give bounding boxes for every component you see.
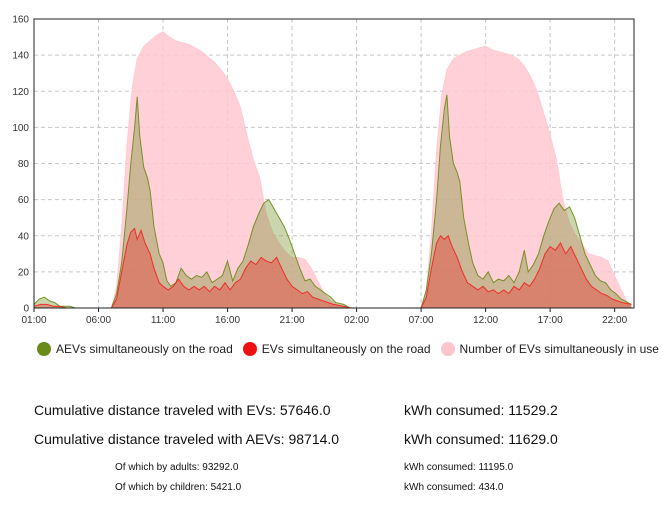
legend-label-aevs: AEVs simultaneously on the road: [56, 342, 233, 356]
x-tick-label-4: 21:00: [280, 315, 305, 326]
series-line-0: [34, 31, 632, 309]
chart-areas: [33, 31, 632, 309]
legend-label-evs-road: EVs simultaneously on the road: [261, 342, 431, 356]
children-distance-stat: Of which by children: 5421.0: [115, 482, 242, 493]
adults-kwh-stat: kWh consumed: 11195.0: [404, 462, 514, 473]
x-tick-label-2: 11:00: [151, 315, 176, 326]
children-kwh-stat: kWh consumed: 434.0: [404, 482, 504, 493]
x-tick-label-7: 12:00: [473, 315, 498, 326]
y-tick-label-3: 60: [18, 195, 30, 206]
x-tick-label-9: 22:00: [602, 315, 627, 326]
legend-item-evs-use[interactable]: Number of EVs simultaneously in use: [440, 342, 659, 356]
x-tick-label-8: 17:00: [538, 315, 563, 326]
series-area-0: [34, 31, 632, 308]
y-tick-label-0: 0: [23, 304, 29, 315]
x-tick-label-5: 02:00: [344, 315, 369, 326]
aev-distance-stat: Cumulative distance traveled with AEVs: …: [34, 431, 340, 447]
y-axis: 0 20 40 60 80 100 120 140 160: [12, 15, 29, 315]
series-line-2: [33, 227, 632, 309]
legend-swatch-evs-road: [242, 342, 257, 356]
legend-item-aevs[interactable]: AEVs simultaneously on the road: [37, 342, 233, 356]
y-tick-label-1: 20: [18, 267, 30, 278]
legend: AEVs simultaneously on the road EVs simu…: [37, 342, 663, 356]
series-line-1: [33, 94, 632, 309]
x-axis: 01:00 06:00 11:00 16:00 21:00 02:00 07:00 12:00…: [21, 308, 628, 326]
y-tick-label-7: 140: [12, 51, 29, 62]
legend-label-evs-use: Number of EVs simultaneously in use: [459, 342, 659, 356]
x-tick-label-3: 16:00: [215, 315, 240, 326]
y-tick-label-5: 100: [12, 123, 29, 134]
y-tick-label-6: 120: [12, 87, 29, 98]
chart: 0 20 40 60 80 100 120 140 160 01:00 06:00 11:00 16:…: [12, 15, 635, 326]
x-tick-label-0: 01:00: [21, 315, 46, 326]
y-tick-label-2: 40: [18, 231, 30, 242]
legend-swatch-evs-use: [440, 342, 455, 356]
chart-frame: [33, 18, 635, 309]
y-tick-label-8: 160: [12, 15, 29, 26]
series-area-1: [34, 94, 632, 309]
series-area-2: [34, 228, 632, 308]
ev-kwh-stat: kWh consumed: 11529.2: [404, 402, 558, 418]
aev-kwh-stat: kWh consumed: 11629.0: [404, 431, 558, 447]
y-tick-label-4: 80: [18, 159, 30, 170]
x-tick-label-1: 06:00: [86, 315, 111, 326]
adults-distance-stat: Of which by adults: 93292.0: [115, 462, 239, 473]
x-tick-label-6: 07:00: [409, 315, 434, 326]
legend-swatch-aevs: [37, 342, 51, 356]
ev-distance-stat: Cumulative distance traveled with EVs: 5…: [34, 402, 331, 418]
legend-item-evs-road[interactable]: EVs simultaneously on the road: [242, 342, 431, 356]
